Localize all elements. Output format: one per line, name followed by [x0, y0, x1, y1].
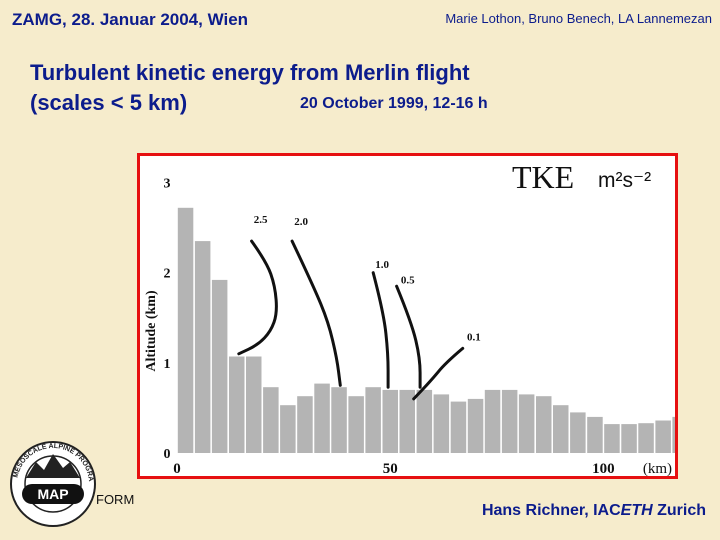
bar — [587, 416, 603, 453]
isoline-2.5 — [237, 239, 278, 356]
form-label: FORM — [96, 492, 135, 507]
credit-prefix: Hans Richner, IAC — [481, 502, 621, 519]
isoline-1.0 — [371, 271, 390, 389]
isoline-2.0 — [290, 239, 342, 387]
bar — [348, 396, 364, 453]
isoline-0.1 — [412, 346, 465, 401]
x-tick-label: 0 — [173, 461, 181, 476]
bar — [536, 396, 552, 453]
bar — [365, 387, 381, 453]
bar — [263, 387, 279, 453]
tke-chart: 0 1 2 3 0 50 100 (km) Altitude (km) TKE m²s⁻² 2.5 2.… — [144, 159, 675, 476]
isoline-label: 1.0 — [375, 259, 389, 271]
y-tick-label: 3 — [164, 177, 171, 192]
isoline-label: 0.1 — [467, 331, 481, 343]
bar — [280, 405, 296, 453]
bar — [194, 241, 211, 453]
bar — [621, 424, 637, 453]
bar — [399, 389, 415, 453]
bar — [246, 356, 262, 453]
bar — [211, 279, 228, 453]
bar — [484, 389, 501, 453]
slide-subtitle: 20 October 1999, 12-16 h — [300, 95, 488, 112]
header-right: Marie Lothon, Bruno Benech, LA Lannemeza… — [445, 11, 712, 26]
bar — [604, 424, 620, 453]
bar — [433, 394, 450, 453]
isoline-0.5 — [395, 284, 422, 389]
x-tick-label: 50 — [383, 461, 398, 476]
bar — [467, 398, 484, 453]
y-tick-label: 1 — [164, 357, 171, 372]
credit-eth: ETH — [620, 502, 653, 519]
chart-title: TKE — [512, 159, 574, 195]
bar — [450, 401, 467, 453]
x-unit-label: (km) — [643, 461, 672, 476]
bar — [570, 412, 586, 453]
logo-text: MAP — [37, 486, 68, 502]
bar — [297, 396, 313, 453]
map-logo: MAP MESOSCALE ALPINE PROGRAMME — [5, 435, 98, 528]
isoline-label: 0.5 — [401, 275, 415, 287]
logo-pill — [22, 484, 84, 504]
x-tick-label: 100 — [592, 461, 615, 476]
isoline-label: 2.5 — [254, 214, 268, 226]
y-tick-label: 2 — [164, 267, 171, 282]
bar — [553, 405, 569, 453]
bar — [655, 420, 671, 453]
y-tick-label: 0 — [164, 447, 171, 462]
bar — [177, 207, 194, 453]
bar — [672, 416, 675, 453]
credit-suffix: Zurich — [652, 502, 706, 519]
tke-figure: 0 1 2 3 0 50 100 (km) Altitude (km) TKE m²s⁻² 2.5 2.… — [137, 153, 678, 479]
bar — [229, 356, 245, 453]
mountain-icon — [26, 454, 80, 478]
slide-title-line2: (scales < 5 km) — [30, 90, 188, 115]
bar — [638, 423, 654, 453]
bar — [314, 383, 330, 453]
bar — [331, 387, 347, 453]
isoline-label: 2.0 — [294, 216, 308, 228]
bar — [382, 389, 398, 453]
credit: Hans Richner, IACETH Zurich — [482, 502, 706, 520]
bar — [501, 389, 518, 453]
bar — [518, 394, 535, 453]
y-axis-label: Altitude (km) — [144, 290, 159, 372]
slide-title-line1: Turbulent kinetic energy from Merlin fli… — [30, 60, 470, 85]
chart-unit: m²s⁻² — [598, 169, 651, 192]
bar — [416, 389, 433, 453]
header-left: ZAMG, 28. Januar 2004, Wien — [12, 10, 249, 29]
